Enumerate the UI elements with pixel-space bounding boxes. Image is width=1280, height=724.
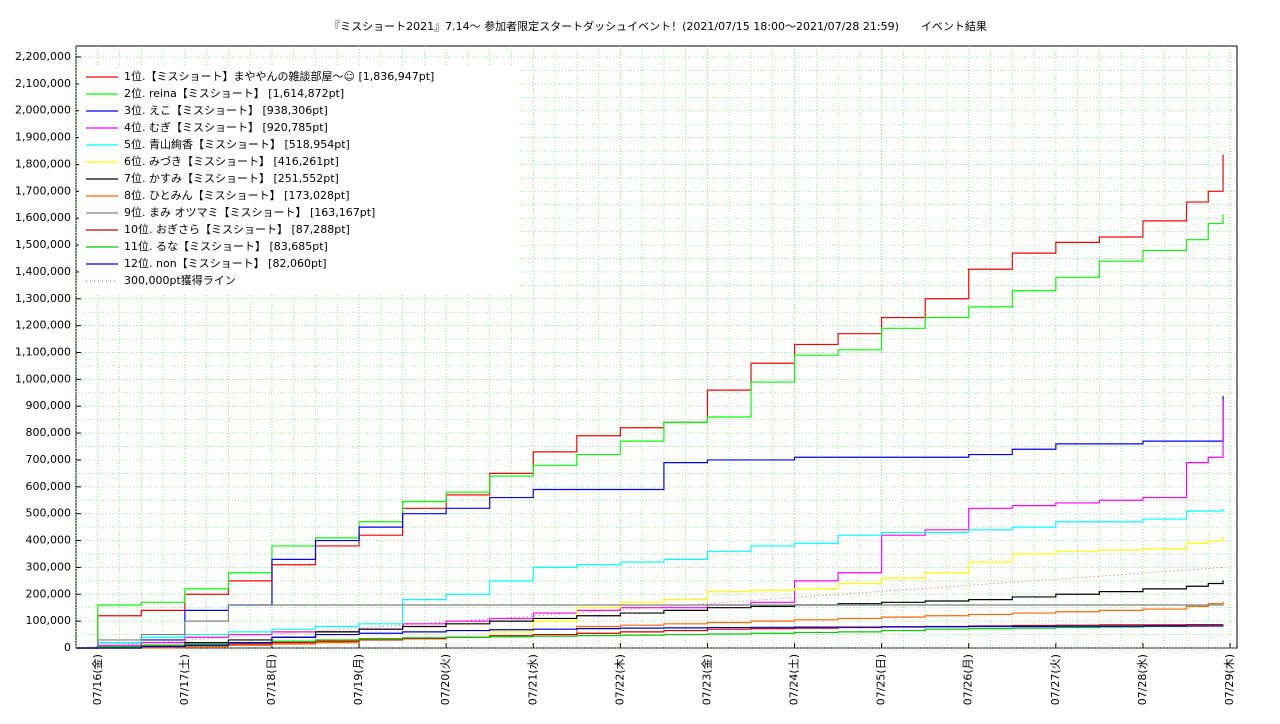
y-tick-label: 1,300,000 — [15, 292, 71, 305]
y-tick-label: 1,600,000 — [15, 211, 71, 224]
legend-label: 6位. みづき【ミスショート】 [416,261pt] — [124, 154, 339, 168]
y-tick-label: 400,000 — [26, 534, 72, 547]
x-tick-label: 07/25(日) — [875, 654, 888, 705]
legend-label: 300,000pt獲得ライン — [124, 274, 236, 287]
x-tick-label: 07/17(土) — [178, 654, 191, 705]
y-tick-label: 900,000 — [26, 399, 72, 412]
y-tick-label: 1,200,000 — [15, 319, 71, 332]
x-tick-label: 07/18(日) — [265, 654, 278, 705]
legend-box — [79, 66, 519, 295]
legend-label: 5位. 青山絢香【ミスショート】 [518,954pt] — [124, 137, 350, 151]
series-line — [76, 508, 1224, 649]
legend-label: 9位. まみ オツマミ【ミスショート】 [163,167pt] — [124, 205, 375, 219]
y-tick-label: 1,700,000 — [15, 184, 71, 197]
legend-label: 3位. えこ【ミスショート】 [938,306pt] — [124, 103, 328, 117]
y-tick-label: 200,000 — [26, 587, 72, 600]
legend-label: 8位. ひとみん【ミスショート】 [173,028pt] — [124, 188, 350, 202]
legend-label: 12位. non【ミスショート】 [82,060pt] — [124, 256, 327, 270]
x-tick-label: 07/26(月) — [962, 654, 975, 705]
y-tick-label: 100,000 — [26, 614, 72, 627]
x-tick-label: 07/19(月) — [352, 654, 365, 705]
y-tick-label: 800,000 — [26, 426, 72, 439]
x-tick-label: 07/16(金) — [90, 654, 104, 705]
x-tick-label: 07/21(水) — [526, 654, 539, 705]
y-tick-label: 0 — [64, 641, 71, 654]
legend-label: 7位. かすみ【ミスショート】 [251,552pt] — [124, 171, 339, 185]
legend-label: 4位. むぎ【ミスショート】 [920,785pt] — [124, 120, 328, 134]
y-tick-label: 1,500,000 — [15, 238, 71, 251]
legend-label: 10位. おぎさら【ミスショート】 [87,288pt] — [124, 222, 350, 236]
series-line — [76, 625, 1224, 649]
x-tick-label: 07/29(木) — [1223, 654, 1236, 705]
x-tick-label: 07/28(水) — [1136, 654, 1149, 705]
y-tick-label: 700,000 — [26, 453, 72, 466]
series-line — [76, 601, 1224, 649]
y-tick-label: 2,000,000 — [15, 104, 71, 117]
legend-label: 11位. るな【ミスショート】 [83,685pt] — [124, 239, 328, 253]
x-tick-label: 07/23(金) — [699, 654, 713, 705]
legend-label: 1位.【ミスショート】まややんの雑談部屋～☺ [1,836,947pt] — [124, 69, 434, 83]
x-tick-label: 07/20(火) — [439, 654, 452, 705]
x-tick-label: 07/22(木) — [613, 654, 626, 705]
y-tick-label: 1,800,000 — [15, 157, 71, 170]
y-tick-label: 500,000 — [26, 507, 72, 520]
series-line — [76, 604, 1224, 649]
y-tick-label: 1,100,000 — [15, 346, 71, 359]
x-tick-label: 07/27(火) — [1049, 654, 1062, 705]
legend-label: 2位. reina【ミスショート】 [1,614,872pt] — [124, 86, 344, 100]
x-tick-label: 07/24(土) — [788, 654, 801, 705]
y-tick-label: 1,400,000 — [15, 265, 71, 278]
y-tick-label: 300,000 — [26, 560, 72, 573]
y-tick-label: 2,200,000 — [15, 50, 71, 63]
y-tick-label: 600,000 — [26, 480, 72, 493]
y-tick-label: 1,000,000 — [15, 372, 71, 385]
y-tick-label: 2,100,000 — [15, 77, 71, 90]
y-tick-label: 1,900,000 — [15, 131, 71, 144]
chart-title: 『ミスショート2021』7.14～ 参加者限定スタートダッシュイベント！(202… — [329, 19, 987, 33]
